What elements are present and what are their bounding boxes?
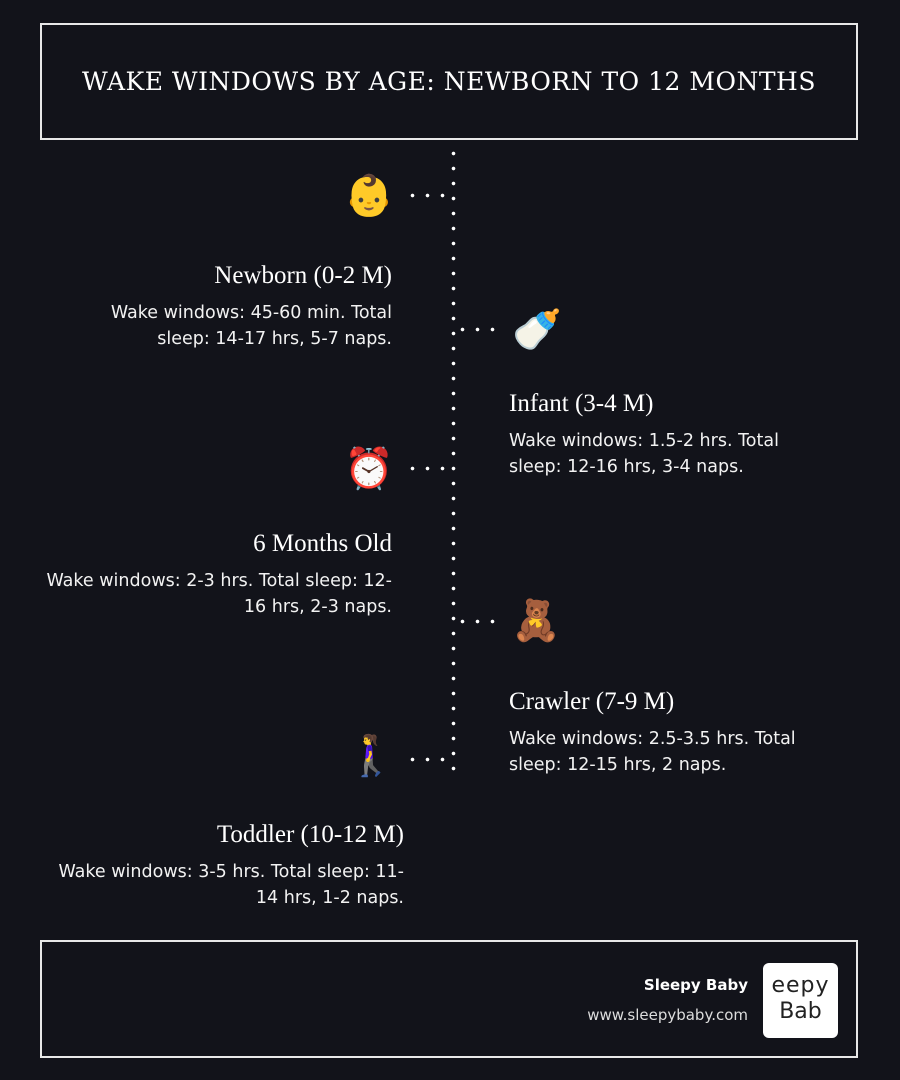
footer: Sleepy Baby www.sleepybaby.com eepy Bab — [40, 940, 858, 1058]
stage-description: Wake windows: 45-60 min. Total sleep: 14… — [110, 303, 392, 349]
person-walking-icon: 🚶‍♀️ — [346, 733, 396, 779]
brand-info: Sleepy Baby www.sleepybaby.com — [587, 976, 748, 1024]
stage-description: Wake windows: 2.5-3.5 hrs. Total sleep: … — [509, 729, 796, 775]
stage-title: Infant (3-4 M) — [509, 390, 654, 417]
baby-bottle-icon: 🍼 — [512, 307, 562, 353]
brand-url[interactable]: www.sleepybaby.com — [587, 1006, 748, 1024]
page-title: WAKE WINDOWS BY AGE: NEWBORN TO 12 MONTH… — [82, 67, 816, 96]
timeline-item-6-months: 6 Months Old Wake windows: 2-3 hrs. Tota… — [32, 530, 393, 620]
timeline-item-newborn: Newborn (0-2 M) Wake windows: 45-60 min.… — [32, 262, 392, 352]
connector — [455, 619, 503, 624]
connector — [405, 193, 450, 198]
timeline-item-crawler: Crawler (7-9 M) Wake windows: 2.5-3.5 hr… — [509, 688, 869, 778]
brand-logo: eepy Bab — [763, 963, 838, 1038]
stage-title: Crawler (7-9 M) — [509, 688, 675, 715]
timeline-line — [451, 146, 456, 772]
stage-description: Wake windows: 1.5-2 hrs. Total sleep: 12… — [509, 431, 779, 477]
alarm-clock-icon: ⏰ — [344, 446, 394, 492]
header: WAKE WINDOWS BY AGE: NEWBORN TO 12 MONTH… — [40, 23, 858, 140]
stage-title: 6 Months Old — [253, 530, 392, 557]
connector — [405, 757, 453, 762]
connector — [455, 327, 503, 332]
stage-title: Toddler (10-12 M) — [216, 821, 404, 848]
brand-name: Sleepy Baby — [643, 976, 748, 994]
timeline-item-toddler: Toddler (10-12 M) Wake windows: 3-5 hrs.… — [44, 821, 405, 911]
stage-description: Wake windows: 2-3 hrs. Total sleep: 12-1… — [46, 571, 393, 617]
stage-title: Newborn (0-2 M) — [214, 262, 392, 289]
timeline-item-infant: Infant (3-4 M) Wake windows: 1.5-2 hrs. … — [509, 390, 869, 480]
teddy-bear-icon: 🧸 — [511, 598, 561, 644]
baby-face-icon: 👶 — [344, 173, 394, 219]
stage-description: Wake windows: 3-5 hrs. Total sleep: 11-1… — [58, 862, 405, 908]
connector — [405, 466, 450, 471]
